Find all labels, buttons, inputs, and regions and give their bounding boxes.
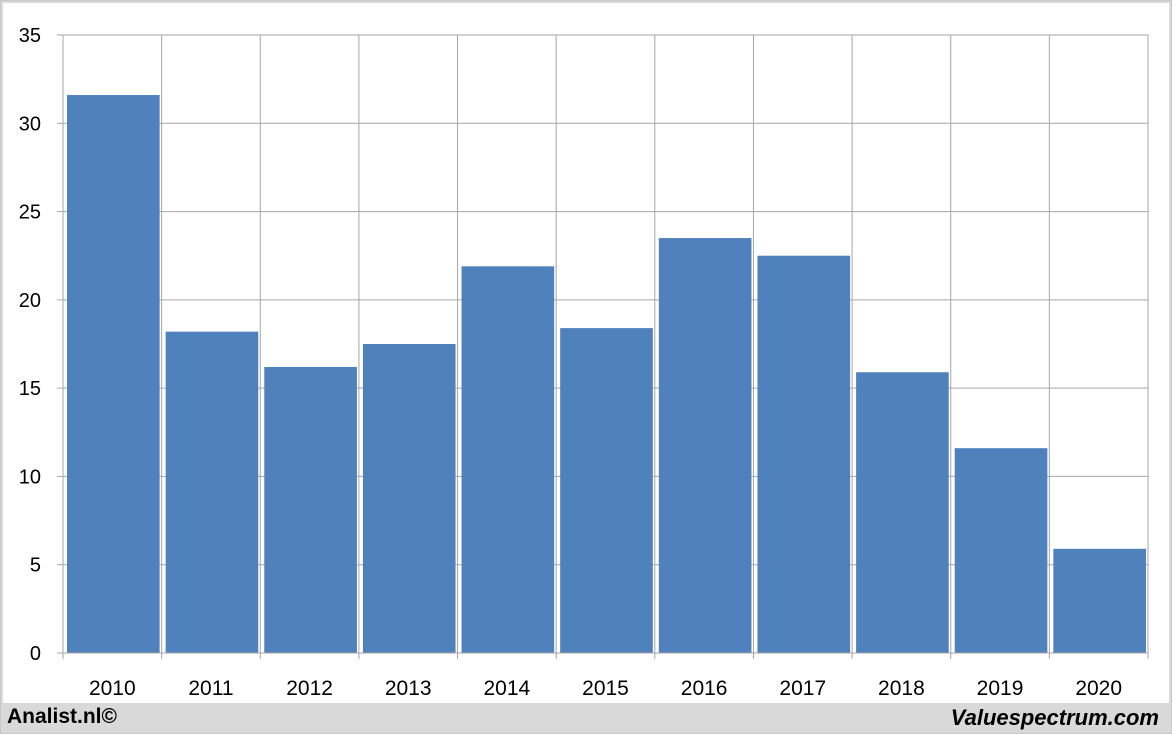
valuespectrum-credit: Valuespectrum.com xyxy=(950,705,1159,730)
y-tick-label: 0 xyxy=(30,643,41,665)
bar xyxy=(67,95,160,653)
x-tick-label: 2017 xyxy=(779,677,826,700)
bar xyxy=(757,255,851,653)
x-tick-label: 2016 xyxy=(681,677,728,700)
bar xyxy=(1053,548,1146,653)
bar xyxy=(362,344,456,653)
y-tick-label: 20 xyxy=(19,290,41,312)
bar-chart: 0 5 10 15 20 25 30 35 2010 2011 2012 2013 2014 2015 20… xyxy=(19,25,1149,700)
bar xyxy=(165,331,259,653)
y-tick-label: 35 xyxy=(19,25,41,47)
bar xyxy=(954,448,1048,653)
y-tick-label: 15 xyxy=(19,378,41,400)
bar xyxy=(264,366,357,653)
y-tick-label: 5 xyxy=(30,555,41,577)
y-tick-label: 25 xyxy=(19,202,41,224)
x-tick-label: 2012 xyxy=(286,677,333,700)
x-tick-label: 2015 xyxy=(582,677,629,700)
bar xyxy=(658,238,752,654)
plot-panel: 0 5 10 15 20 25 30 35 2010 2011 2012 2013 2014 2015 20… xyxy=(3,3,1169,703)
bar xyxy=(560,328,653,653)
x-tick-label: 2014 xyxy=(484,677,531,700)
analist-credit: Analist.nl© xyxy=(7,705,117,728)
y-tick-label: 10 xyxy=(19,466,41,488)
x-tick-label: 2013 xyxy=(385,677,432,700)
x-tick-label: 2018 xyxy=(878,677,925,700)
bar xyxy=(461,266,555,653)
x-tick-label: 2011 xyxy=(188,677,233,700)
x-tick-label: 2010 xyxy=(89,677,136,700)
y-tick-label: 30 xyxy=(19,113,41,135)
x-tick-label: 2020 xyxy=(1075,677,1122,700)
bar xyxy=(856,372,949,653)
x-tick-label: 2019 xyxy=(977,677,1024,700)
